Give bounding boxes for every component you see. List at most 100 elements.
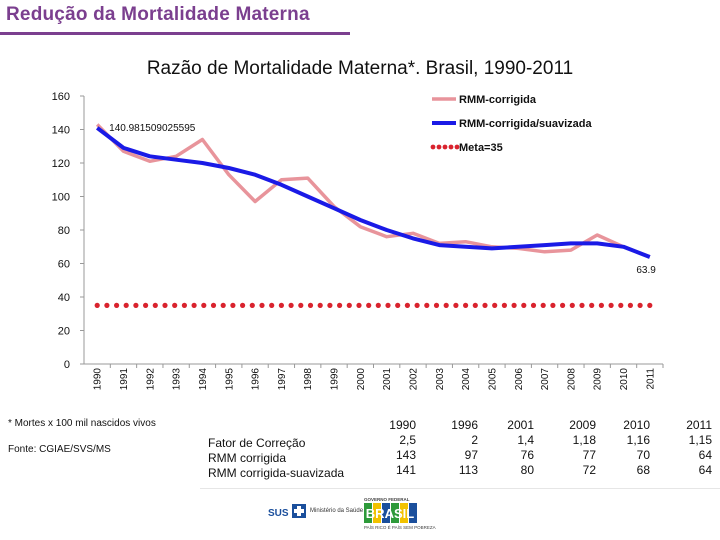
table-cell: 64 xyxy=(698,463,712,477)
meta-point xyxy=(637,302,643,308)
legend-swatch-meta-dot xyxy=(448,144,454,150)
meta-point xyxy=(414,302,420,308)
y-tick-label: 60 xyxy=(58,259,70,271)
data-label-1990: 140.981509025595 xyxy=(109,123,196,134)
meta-point xyxy=(152,302,158,308)
x-tick-label: 1994 xyxy=(198,368,209,391)
meta-point xyxy=(307,302,314,308)
table-cell: 1,16 xyxy=(626,433,650,447)
y-tick-label: 20 xyxy=(58,326,70,338)
table-column-2010: 2010 1,16 70 68 xyxy=(590,418,650,478)
meta-point xyxy=(259,302,265,308)
x-tick-label: 1999 xyxy=(330,368,341,391)
meta-point xyxy=(404,302,410,308)
series-line-rmm-corrigida xyxy=(95,123,651,259)
x-tick-label: 2002 xyxy=(408,368,419,391)
y-tick-label: 0 xyxy=(64,359,70,371)
meta-point xyxy=(201,302,207,308)
meta-point xyxy=(453,302,459,308)
meta-point xyxy=(443,302,449,308)
row-label-rmm-corrected: RMM corrigida xyxy=(208,451,287,465)
meta-point xyxy=(114,302,120,308)
row-label-correction-factor: Fator de Correção xyxy=(208,436,306,450)
meta-point xyxy=(501,302,507,308)
meta-point xyxy=(240,302,246,308)
legend-label: RMM-corrigida/suavizada xyxy=(459,118,593,130)
meta-point xyxy=(589,302,595,308)
y-tick-label: 140 xyxy=(52,125,70,137)
table-cell: 77 xyxy=(582,448,596,462)
y-tick-label: 100 xyxy=(52,192,70,204)
x-tick-label: 2009 xyxy=(593,368,604,391)
chart-title: Razão de Mortalidade Materna*. Brasil, 1… xyxy=(146,58,574,79)
meta-point xyxy=(482,302,488,308)
y-tick-label: 40 xyxy=(58,292,70,304)
meta-point xyxy=(608,302,614,308)
x-tick-label: 2008 xyxy=(566,368,577,391)
meta-point xyxy=(463,302,469,308)
table-cell: 72 xyxy=(582,463,596,477)
table-cell: 68 xyxy=(636,463,650,477)
meta-point xyxy=(579,302,585,308)
table-cell: 2,5 xyxy=(399,433,416,447)
meta-point xyxy=(385,302,391,308)
table-year: 2001 xyxy=(507,418,534,432)
meta-point xyxy=(598,302,605,308)
meta-point xyxy=(133,302,139,308)
legend-swatch-meta-dot xyxy=(436,144,442,150)
data-label-2011: 63.9 xyxy=(636,265,656,276)
maternal-mortality-chart: 0 20 40 60 80 100 120 140 160 1990 1991 1992 1993 199… xyxy=(52,91,664,391)
title-underline xyxy=(0,32,350,35)
y-tick-label: 80 xyxy=(58,225,70,237)
meta-point xyxy=(172,302,178,308)
table-column-1990: 1990 2,5 143 141 xyxy=(356,418,416,478)
table-cell: 143 xyxy=(395,448,416,462)
chart-legend: RMM-corrigida RMM-corrigida/suavizada Meta… xyxy=(430,94,593,154)
meta-point xyxy=(569,302,575,308)
meta-point xyxy=(395,302,401,308)
table-cell: 141 xyxy=(395,463,416,477)
meta-point xyxy=(210,302,217,308)
source-note: Fonte: CGIAE/SVS/MS xyxy=(8,444,111,455)
chart-series xyxy=(94,123,653,308)
meta-point xyxy=(472,302,478,308)
meta-point xyxy=(317,302,323,308)
table-column-1996: 1996 2 97 113 xyxy=(418,418,478,478)
meta-point xyxy=(143,302,149,308)
meta-point xyxy=(230,302,236,308)
table-cell: 80 xyxy=(520,463,534,477)
table-cell: 1,18 xyxy=(572,433,596,447)
health-cross-icon xyxy=(292,504,306,518)
meta-point xyxy=(220,302,226,308)
table-year: 1996 xyxy=(451,418,478,432)
y-tick-label: 120 xyxy=(52,158,70,170)
table-cell: 64 xyxy=(698,448,712,462)
footnote: * Mortes x 100 mil nascidos vivos xyxy=(8,418,156,429)
table-year: 2011 xyxy=(686,418,712,432)
meta-point xyxy=(540,302,546,308)
legend-label: Meta=35 xyxy=(459,142,503,154)
chart-data-labels: 140.981509025595 63.9 xyxy=(109,123,656,276)
meta-point xyxy=(560,302,566,308)
x-tick-label: 2011 xyxy=(645,368,656,390)
meta-point xyxy=(492,302,498,308)
x-tick-label: 2005 xyxy=(487,368,498,391)
ministry-logo-text: Ministério da Saúde xyxy=(310,508,364,514)
table-cell: 97 xyxy=(464,448,478,462)
meta-point xyxy=(511,302,517,308)
meta-point xyxy=(327,302,333,308)
x-tick-label: 2010 xyxy=(619,368,630,391)
meta-point xyxy=(530,302,537,308)
meta-point xyxy=(123,302,129,308)
meta-point xyxy=(433,302,440,308)
meta-point xyxy=(337,302,343,308)
brasil-logo-top-text: GOVERNO FEDERAL xyxy=(364,497,410,502)
meta-point xyxy=(191,302,197,308)
meta-point xyxy=(249,302,255,308)
x-tick-label: 1996 xyxy=(251,368,262,391)
legend-swatch-meta-dot xyxy=(454,144,460,150)
table-year: 2009 xyxy=(569,418,596,432)
government-logos: SUS Ministério da Saúde GOVERNO FEDERAL … xyxy=(268,497,436,530)
x-tick-label: 2006 xyxy=(514,368,525,391)
meta-point xyxy=(618,302,624,308)
